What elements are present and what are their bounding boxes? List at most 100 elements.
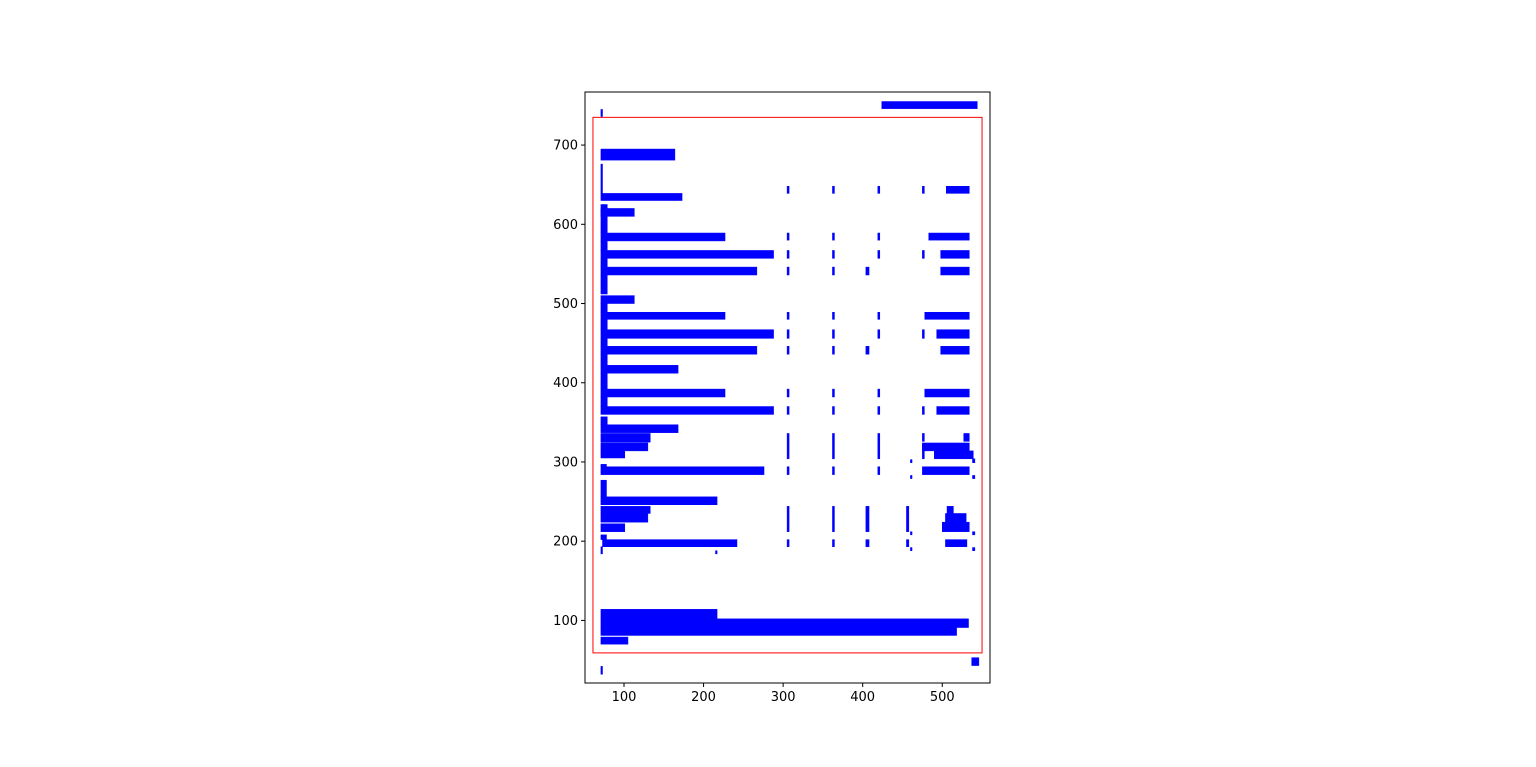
box-rect bbox=[600, 506, 651, 514]
box-rect bbox=[600, 338, 608, 347]
box-rect bbox=[832, 346, 835, 355]
box-rect bbox=[600, 311, 726, 320]
box-rect bbox=[877, 329, 881, 339]
box-rect bbox=[877, 232, 881, 241]
box-rect bbox=[600, 372, 608, 390]
box-rect bbox=[600, 295, 635, 304]
box-rect bbox=[602, 539, 738, 547]
box-rect bbox=[972, 475, 976, 479]
box-rect bbox=[786, 388, 790, 398]
box-rect bbox=[832, 466, 835, 475]
box-rect bbox=[786, 539, 790, 547]
y-axis: 100 200 300 400 500 600 700 bbox=[553, 139, 585, 629]
box-rect bbox=[832, 311, 835, 320]
y-tick-label: 400 bbox=[553, 376, 578, 391]
box-rect bbox=[600, 329, 774, 339]
box-rect bbox=[922, 466, 970, 475]
box-rect bbox=[600, 208, 635, 217]
boxes-layer bbox=[600, 101, 980, 675]
box-rect bbox=[600, 353, 608, 366]
box-rect bbox=[786, 250, 790, 259]
box-rect bbox=[940, 266, 970, 276]
box-rect bbox=[877, 433, 881, 460]
x-tick-label: 400 bbox=[850, 690, 875, 705]
box-rect bbox=[832, 232, 835, 241]
box-rect bbox=[832, 539, 835, 547]
box-rect bbox=[924, 388, 970, 398]
box-rect bbox=[600, 232, 726, 242]
box-rect bbox=[600, 109, 603, 117]
box-rect bbox=[865, 346, 870, 355]
box-rect bbox=[786, 311, 790, 320]
axes-frame bbox=[584, 91, 991, 684]
box-rect bbox=[600, 148, 676, 161]
box-rect bbox=[600, 250, 774, 259]
red-frame-rect bbox=[592, 116, 983, 654]
box-rect bbox=[600, 464, 607, 467]
box-rect bbox=[832, 329, 835, 339]
box-rect bbox=[600, 346, 758, 355]
box-rect bbox=[600, 534, 607, 540]
box-rect bbox=[600, 365, 679, 374]
y-tick-label: 200 bbox=[553, 535, 578, 550]
box-rect bbox=[600, 258, 608, 268]
y-tick-label: 700 bbox=[553, 139, 578, 154]
x-tick-label: 200 bbox=[691, 690, 716, 705]
box-rect bbox=[600, 666, 603, 675]
box-rect bbox=[922, 329, 925, 339]
box-rect bbox=[877, 311, 881, 320]
box-rect bbox=[600, 163, 603, 194]
box-rect bbox=[865, 506, 870, 532]
box-rect bbox=[972, 547, 976, 551]
box-rect bbox=[936, 329, 970, 339]
box-rect bbox=[877, 388, 881, 398]
box-rect bbox=[600, 303, 608, 313]
box-rect bbox=[600, 388, 726, 398]
box-rect bbox=[832, 250, 835, 259]
box-rect bbox=[715, 550, 718, 555]
box-rect bbox=[922, 186, 925, 194]
box-rect bbox=[600, 266, 758, 276]
box-rect bbox=[877, 250, 881, 259]
box-rect bbox=[600, 546, 603, 555]
box-rect bbox=[832, 388, 835, 398]
box-rect bbox=[928, 232, 970, 241]
x-tick-label: 500 bbox=[930, 690, 955, 705]
box-rect bbox=[786, 406, 790, 415]
box-rect bbox=[936, 406, 970, 415]
box-rect bbox=[832, 186, 835, 194]
box-rect bbox=[600, 479, 607, 498]
box-rect bbox=[600, 450, 626, 459]
y-tick-label: 300 bbox=[553, 455, 578, 470]
box-rect bbox=[940, 250, 970, 259]
y-tick-label: 500 bbox=[553, 297, 578, 312]
box-rect bbox=[600, 193, 683, 201]
box-rect bbox=[910, 459, 913, 464]
box-rect bbox=[600, 523, 626, 532]
box-rect bbox=[922, 442, 970, 452]
box-rect bbox=[922, 406, 925, 415]
box-rect bbox=[786, 232, 790, 241]
box-rect bbox=[877, 186, 881, 194]
box-rect bbox=[600, 416, 608, 425]
box-rect bbox=[600, 396, 608, 407]
box-rect bbox=[906, 506, 910, 532]
box-rect bbox=[910, 547, 913, 551]
box-rect bbox=[910, 475, 913, 479]
box-rect bbox=[600, 424, 679, 433]
box-rect bbox=[942, 521, 970, 532]
box-rect bbox=[600, 466, 765, 475]
box-rect bbox=[934, 450, 974, 460]
box-rect bbox=[600, 618, 969, 628]
box-rect bbox=[963, 433, 970, 442]
box-rect bbox=[600, 406, 774, 415]
box-rect bbox=[877, 406, 881, 415]
box-rect bbox=[600, 513, 649, 523]
box-rect bbox=[945, 539, 968, 547]
box-rect bbox=[945, 186, 970, 194]
box-rect bbox=[940, 346, 970, 355]
box-rect bbox=[922, 250, 925, 259]
box-rect bbox=[924, 311, 970, 320]
box-rect bbox=[786, 346, 790, 355]
box-rect bbox=[600, 636, 629, 645]
